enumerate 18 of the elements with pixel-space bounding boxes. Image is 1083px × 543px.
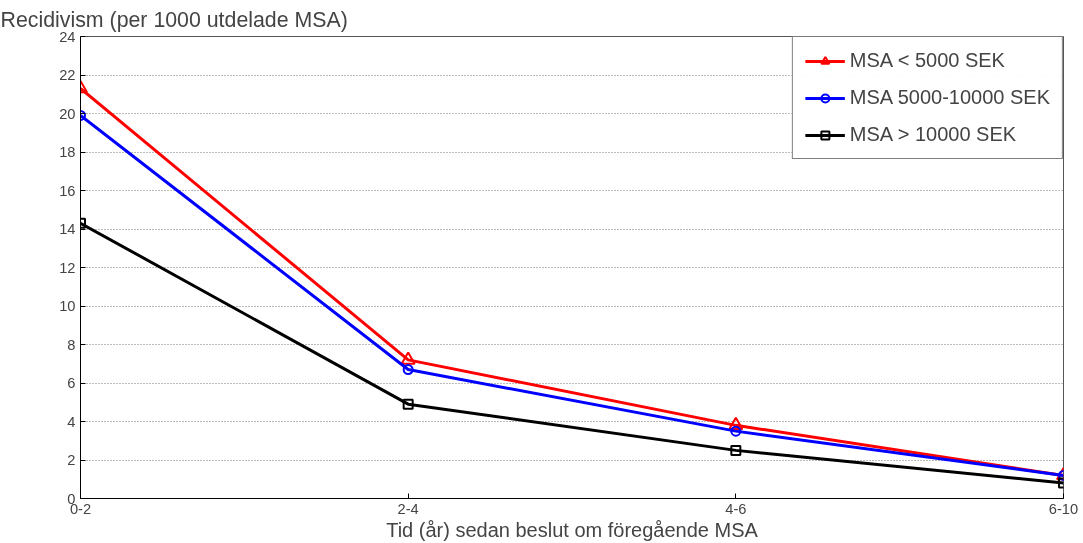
y-tick-label: 2 xyxy=(67,452,76,468)
y-tick-label: 4 xyxy=(67,413,76,430)
y-tick-label: 6 xyxy=(67,375,76,391)
legend-label: MSA < 5000 SEK xyxy=(849,49,1005,72)
y-tick-label: 20 xyxy=(59,105,76,122)
y-tick-label: 16 xyxy=(59,182,76,199)
x-tick-label: 6-10 xyxy=(1048,500,1079,517)
legend-label: MSA > 10000 SEK xyxy=(849,123,1017,146)
y-tick-label: 14 xyxy=(59,221,76,237)
y-tick-label: 22 xyxy=(59,67,76,83)
legend-label: MSA 5000-10000 SEK xyxy=(849,86,1050,109)
y-tick-label: 10 xyxy=(59,298,76,314)
y-tick-label: 18 xyxy=(59,144,76,160)
x-tick-label: 2-4 xyxy=(397,500,419,517)
x-axis-title: Tid (år) sedan beslut om föregående MSA xyxy=(386,518,759,541)
y-tick-label: 8 xyxy=(67,336,76,353)
y-tick-label: 12 xyxy=(59,259,76,276)
x-tick-label: 4-6 xyxy=(725,500,747,517)
